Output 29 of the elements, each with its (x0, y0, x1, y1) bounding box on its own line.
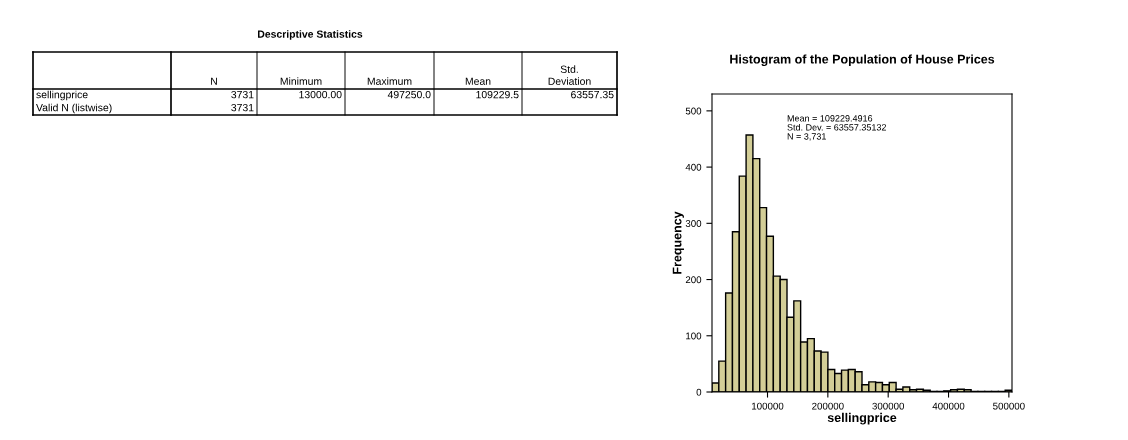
y-axis-title: Frequency (672, 211, 684, 274)
y-tick-label: 500 (685, 107, 702, 115)
text: 3731 (231, 90, 254, 99)
x-axis-title: sellingprice (827, 412, 897, 425)
x-tick-label: 300000 (872, 402, 905, 410)
text: 63557.35 (571, 90, 614, 99)
text: 3731 (231, 103, 254, 112)
annotation: Mean = 109229.4916 Std. Dev. = 63557.35132 N = 3,731 (787, 115, 887, 141)
category-label: N (211, 77, 217, 85)
text: 13000.00 (299, 90, 342, 99)
chart-title: Histogram of the Population of House Prices (730, 54, 995, 67)
category-label: Minimum (280, 77, 322, 85)
y-tick-label: 0 (696, 388, 702, 396)
text: Descriptive Statistics (258, 30, 363, 40)
x-tick-label: 400000 (932, 402, 965, 410)
y-tick-label: 200 (685, 276, 702, 284)
y-tick-label: 300 (685, 220, 702, 227)
y-tick-label: 100 (686, 332, 702, 340)
text: 109229.5 (476, 90, 519, 99)
category-label: Std. Deviation (548, 65, 591, 85)
y-tick-label: 400 (685, 163, 702, 171)
x-tick-label: 100000 (752, 402, 784, 410)
category-label: Maximum (367, 77, 412, 85)
category-label: Mean (465, 77, 491, 85)
category-label: Valid N (listwise) (36, 103, 112, 114)
text: 497250.0 (387, 90, 431, 99)
category-label: sellingprice (36, 90, 88, 101)
x-tick-label: 500000 (993, 402, 1025, 410)
x-tick-label: 200000 (812, 402, 844, 410)
